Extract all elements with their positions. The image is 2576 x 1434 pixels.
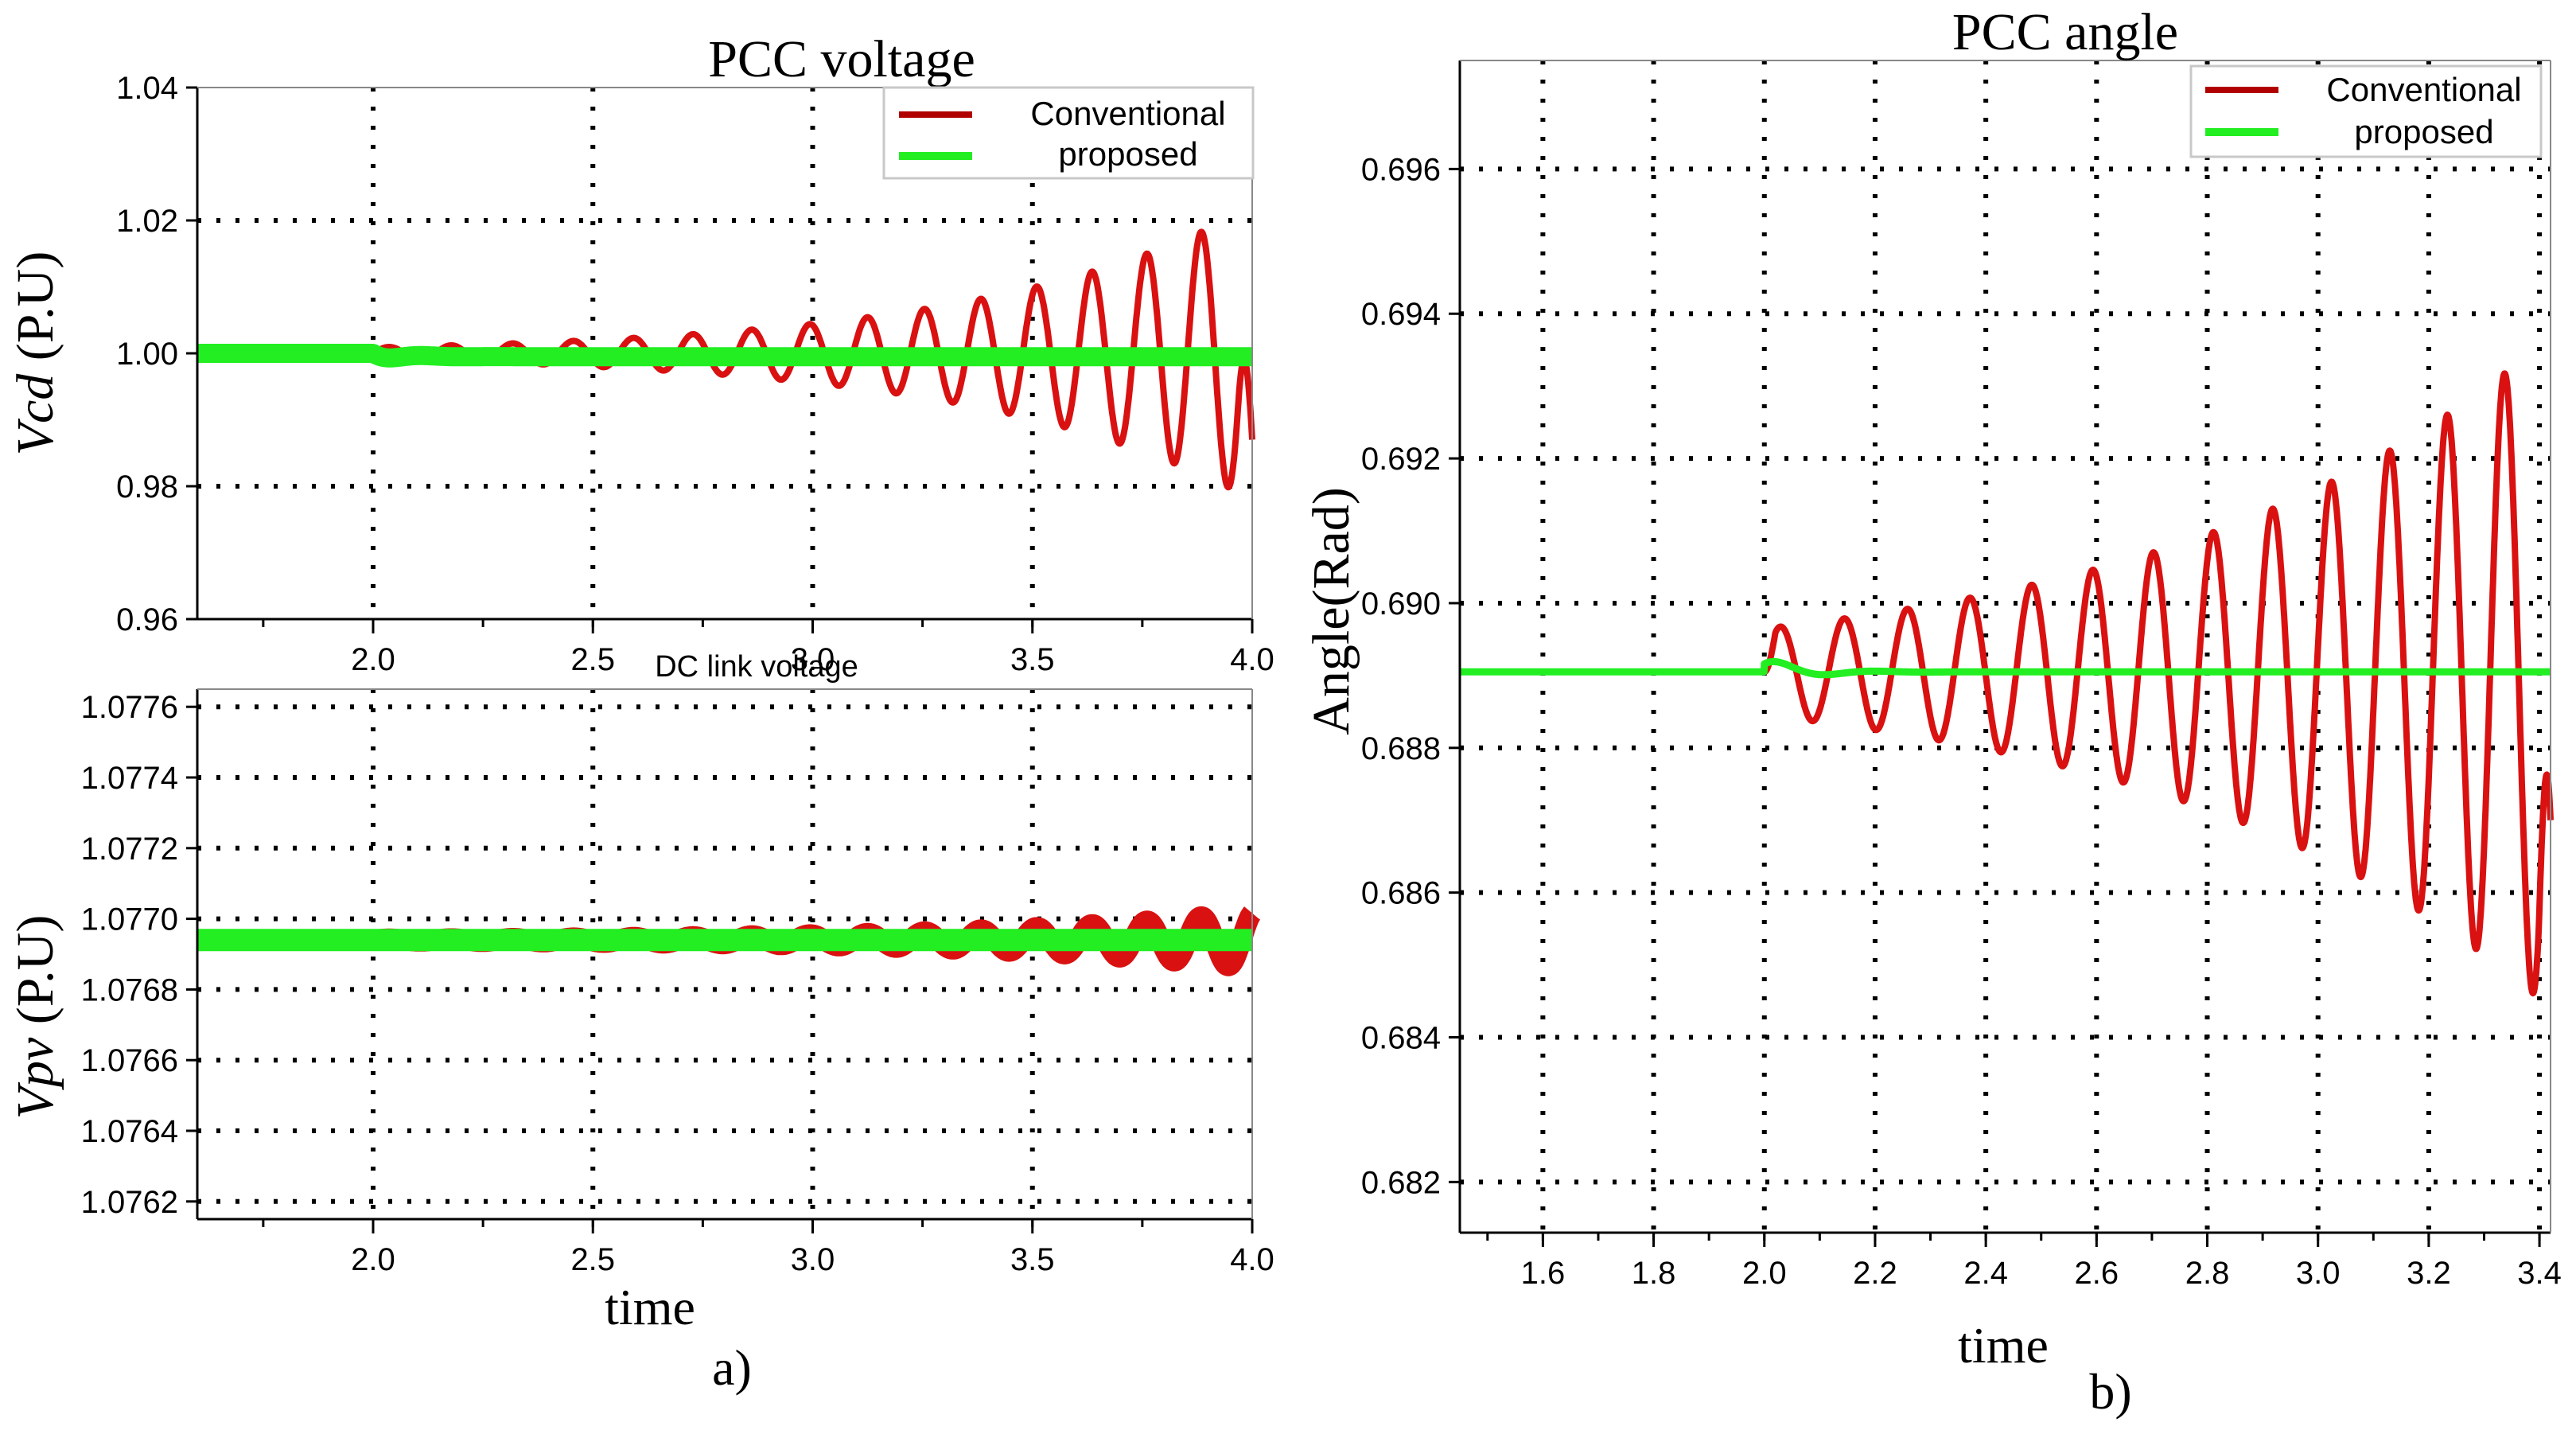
series-line-conventional: [1457, 370, 2554, 997]
y-tick-label: 0.696: [1361, 152, 1441, 187]
chart-title: DC link voltage: [655, 650, 858, 684]
legend-box: [2189, 64, 2543, 158]
y-axis-label: Vcd (P.U): [6, 251, 64, 456]
series-line-proposed: [1457, 657, 2554, 679]
x-tick-label: 2.6: [2075, 1256, 2119, 1291]
y-tick-label: 1.0762: [81, 1185, 178, 1220]
y-tick-label: 1.0766: [81, 1043, 178, 1078]
series-line-proposed: [188, 344, 1262, 368]
y-tick-label: 0.684: [1361, 1021, 1441, 1056]
axes-pcc-angle: [1458, 60, 2551, 1234]
y-tick-label: 1.0772: [81, 832, 178, 867]
legend: Conventional proposed: [882, 86, 1255, 180]
x-tick-label: 4.0: [1230, 1242, 1274, 1277]
legend-label-proposed: proposed: [1058, 135, 1197, 173]
y-tick-label: 1.0776: [81, 690, 178, 725]
x-axis-label: time: [1958, 1317, 2049, 1374]
y-tick-label: 0.688: [1361, 731, 1441, 766]
y-tick-label: 1.0768: [81, 972, 178, 1007]
x-tick-label: 4.0: [1230, 642, 1274, 677]
y-tick-label: 0.690: [1361, 586, 1441, 622]
y-tick-label: 1.0774: [81, 761, 178, 796]
x-tick-label: 3.4: [2517, 1256, 2562, 1291]
y-axis-label: Angle(Rad): [1302, 487, 1360, 735]
x-tick-label: 2.4: [1963, 1256, 2008, 1291]
x-tick-label: 3.5: [1010, 1242, 1055, 1277]
y-tick-label: 1.04: [116, 71, 178, 106]
x-tick-label: 3.0: [791, 1242, 835, 1277]
y-axis-label: Vpv (P.U): [6, 915, 64, 1120]
caption-a: a): [712, 1339, 752, 1396]
x-tick-label: 2.8: [2185, 1256, 2230, 1291]
y-tick-label: 0.682: [1361, 1165, 1441, 1200]
x-tick-label: 2.0: [1742, 1256, 1787, 1291]
x-tick-label: 2.5: [570, 642, 615, 677]
series-pcc-voltage: [188, 228, 1262, 491]
chart-pcc-angle: 0.682 0.684 0.686 0.688 0.690 0.692 0.694 0.696…: [1302, 3, 2562, 1374]
y-tick-label: 0.694: [1361, 297, 1441, 332]
x-tick-label: 2.2: [1853, 1256, 1897, 1291]
legend-label-conventional: Conventional: [2326, 71, 2521, 108]
x-tick-label: 2.5: [570, 1242, 615, 1277]
chart-pcc-voltage: 0.96 0.98 1.00 1.02 1.04 2.0 2.5 3.0 3.5 4.0 PCC …: [6, 30, 1274, 677]
y-tick-label: 0.692: [1361, 442, 1441, 477]
ticks-pcc-angle: 0.682 0.684 0.686 0.688 0.690 0.692 0.694 0.696…: [1361, 152, 2562, 1291]
x-tick-label: 2.0: [351, 1242, 395, 1277]
y-tick-label: 1.0764: [81, 1114, 178, 1149]
y-tick-label: 1.02: [116, 204, 178, 239]
x-tick-label: 1.6: [1521, 1256, 1566, 1291]
x-tick-label: 3.0: [2296, 1256, 2341, 1291]
chart-title: PCC voltage: [708, 30, 975, 88]
x-tick-label: 2.0: [351, 642, 395, 677]
y-tick-label: 0.96: [116, 602, 178, 637]
ticks-dc-link-voltage: 1.0762 1.0764 1.0766 1.0768 1.0770 1.0772 1.07…: [81, 690, 1274, 1277]
x-tick-label: 3.2: [2407, 1256, 2451, 1291]
y-tick-label: 1.0770: [81, 902, 178, 937]
legend-label-conventional: Conventional: [1030, 95, 1225, 132]
grid-pcc-angle: [1460, 60, 2551, 1233]
caption-b: b): [2089, 1363, 2131, 1420]
series-dc-link-voltage: [186, 903, 1263, 976]
y-tick-label: 0.686: [1361, 876, 1441, 911]
y-tick-label: 1.00: [116, 337, 178, 372]
x-tick-label: 1.8: [1632, 1256, 1676, 1291]
x-tick-label: 3.5: [1010, 642, 1055, 677]
y-tick-label: 0.98: [116, 470, 178, 505]
x-tick-label: 3.0: [791, 642, 835, 677]
x-axis-label: time: [605, 1279, 695, 1335]
ticks-pcc-voltage: 0.96 0.98 1.00 1.02 1.04 2.0 2.5 3.0 3.5 4.0: [116, 71, 1274, 677]
legend: Conventional proposed: [2189, 64, 2543, 158]
legend-box: [882, 86, 1255, 180]
legend-label-proposed: proposed: [2354, 113, 2493, 150]
series-pcc-angle: [1457, 370, 2554, 997]
grid-dc-link-voltage: [197, 689, 1252, 1219]
chart-dc-link-voltage: 1.0762 1.0764 1.0766 1.0768 1.0770 1.0772 1.07…: [6, 650, 1274, 1335]
chart-title: PCC angle: [1952, 3, 2178, 61]
